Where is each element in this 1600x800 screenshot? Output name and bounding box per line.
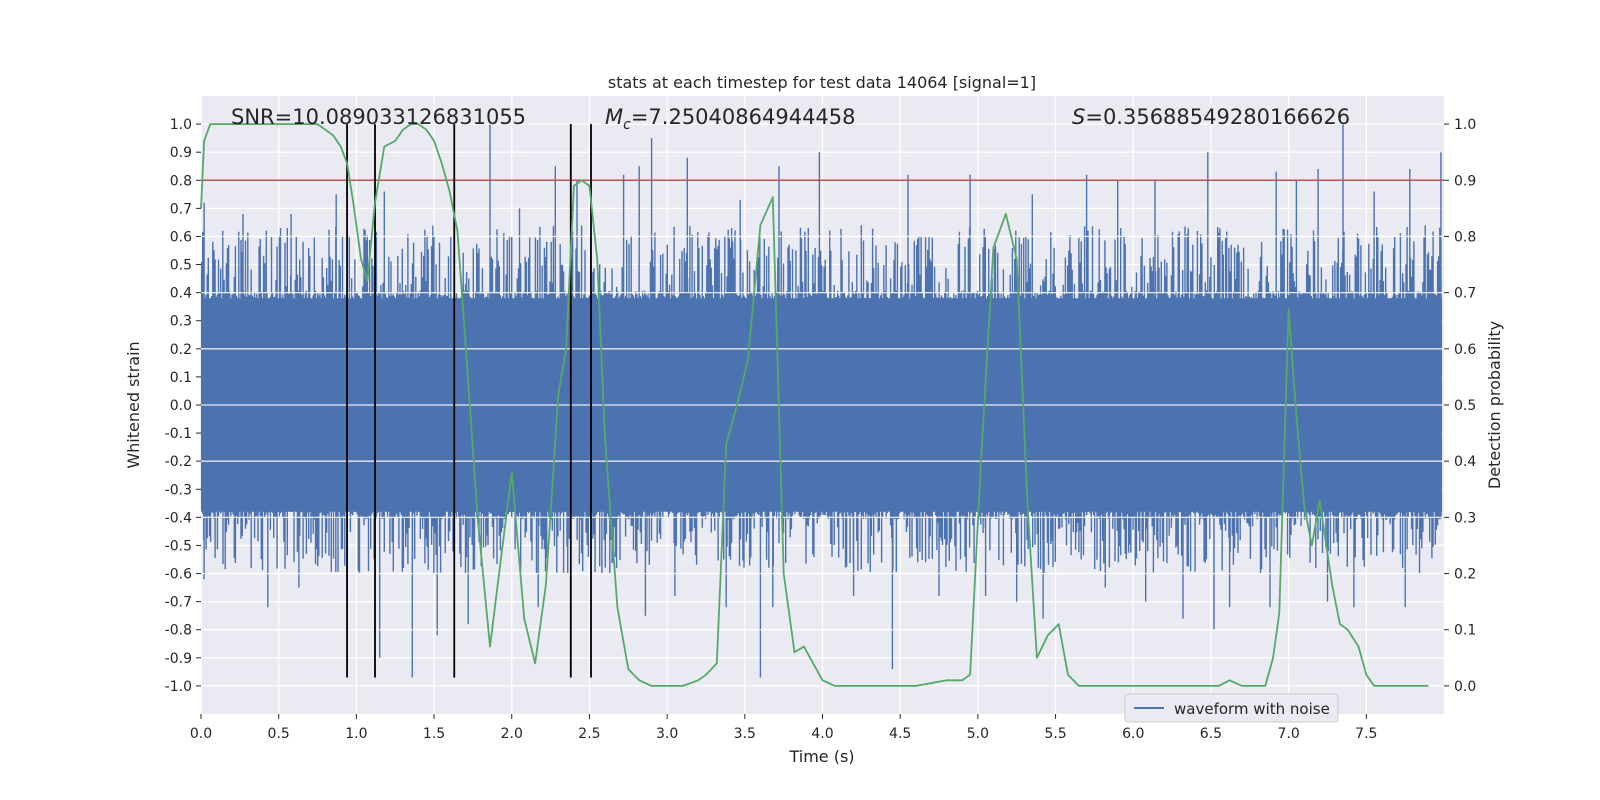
x-tick-label: 7.5 [1355,726,1377,742]
y2-tick-label: 0.2 [1454,567,1476,583]
y-tick-label: 0.0 [170,398,192,414]
x-tick-label: 2.5 [578,726,600,742]
x-tick-label: 1.5 [423,726,445,742]
x-tick-label: 7.0 [1277,726,1299,742]
y-tick-label: -0.8 [165,623,192,639]
y-axis-left: 1.0 0.9 0.8 0.7 0.6 0.5 0.4 0.3 0.2 0.1 0.0 -0.1 -0.… [165,117,201,695]
x-tick-label: 0.5 [268,726,290,742]
y2-tick-label: 0.0 [1454,679,1476,695]
y-axis-right: 1.0 0.9 0.8 0.7 0.6 0.5 0.4 0.3 0.2 0.1 0.0 [1444,117,1476,695]
y-tick-label: -0.3 [165,482,192,498]
x-tick-label: 1.0 [345,726,367,742]
y-tick-label: -1.0 [165,679,192,695]
y-tick-label: -0.2 [165,454,192,470]
y2-tick-label: 0.8 [1454,229,1476,245]
x-tick-label: 5.5 [1044,726,1066,742]
y2-tick-label: 0.4 [1454,454,1476,470]
x-tick-label: 5.0 [967,726,989,742]
x-tick-label: 3.0 [656,726,678,742]
x-tick-label: 2.0 [501,726,523,742]
y2-tick-label: 1.0 [1454,117,1476,133]
y-tick-label: 0.4 [170,286,192,302]
y-axis-label: Whitened strain [124,341,143,468]
y2-tick-label: 0.3 [1454,510,1476,526]
legend: waveform with noise [1124,693,1339,723]
x-axis: 0.0 0.5 1.0 1.5 2.0 2.5 3.0 3.5 4.0 4.5 5.0 5.5 6.0 6… [190,714,1377,742]
probability-series [200,123,1429,687]
x-tick-label: 4.0 [811,726,833,742]
y-tick-label: -0.4 [165,510,192,526]
legend-box [1124,693,1339,723]
x-tick-label: 6.0 [1122,726,1144,742]
y-tick-label: 0.1 [170,370,192,386]
y-tick-label: 0.3 [170,314,192,330]
score-annotation: S=0.35688549280166626 [1072,105,1350,129]
y-tick-label: 0.9 [170,145,192,161]
snr-annotation: SNR=10.089033126831055 [231,105,526,129]
x-tick-label: 0.0 [190,726,212,742]
y-tick-label: 0.2 [170,342,192,358]
y-tick-label: 0.5 [170,258,192,274]
y-tick-label: 0.8 [170,173,192,189]
y-tick-label: -0.7 [165,595,192,611]
y-tick-label: -0.9 [165,651,192,667]
y-tick-label: -0.5 [165,538,192,554]
probability-line [200,123,1429,687]
y-tick-label: 0.6 [170,229,192,245]
y2-tick-label: 0.7 [1454,286,1476,302]
x-tick-label: 3.5 [734,726,756,742]
x-tick-label: 6.5 [1200,726,1222,742]
y2-tick-label: 0.6 [1454,342,1476,358]
y2-tick-label: 0.1 [1454,623,1476,639]
y2-axis-label: Detection probability [1485,321,1504,489]
y2-tick-label: 0.9 [1454,173,1476,189]
y-tick-label: -0.1 [165,426,192,442]
y-tick-label: 0.7 [170,201,192,217]
y2-tick-label: 0.5 [1454,398,1476,414]
y-tick-label: -0.6 [165,567,192,583]
chirp-mass-annotation: Mc=7.25040864944458 [605,105,856,133]
y-tick-label: 1.0 [170,117,192,133]
legend-label: waveform with noise [1174,700,1330,718]
x-axis-label: Time (s) [788,747,854,766]
chart-title: stats at each timestep for test data 140… [608,73,1036,92]
x-tick-label: 4.5 [889,726,911,742]
